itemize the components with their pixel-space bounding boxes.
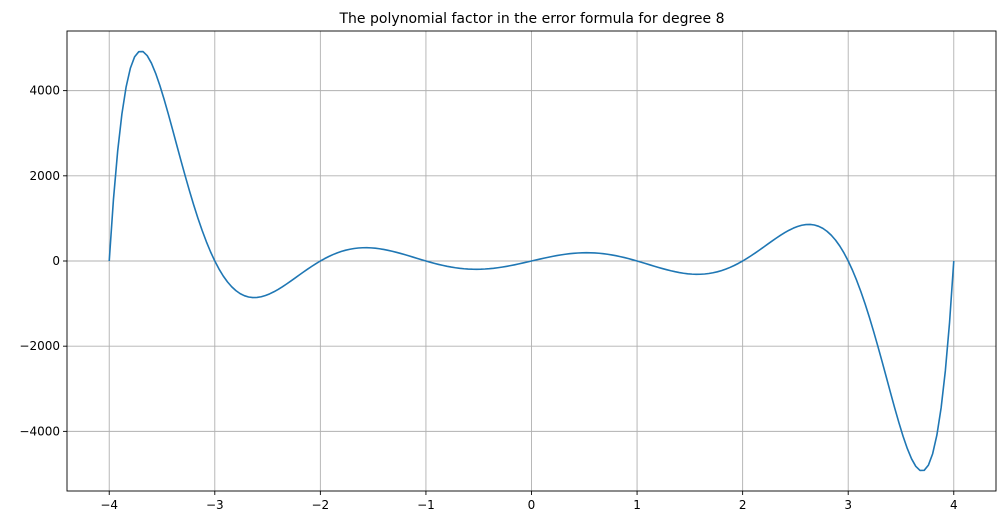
y-tick-label: 0 [52, 254, 60, 268]
y-axis-ticks: −4000 −2000 0 2000 4000 [19, 84, 67, 438]
y-tick-label: −2000 [19, 339, 60, 353]
y-tick-label: 2000 [29, 169, 60, 183]
x-tick-label: 3 [844, 498, 852, 512]
chart-title: The polynomial factor in the error formu… [339, 11, 725, 27]
x-tick-label: 0 [528, 498, 536, 512]
y-tick-label: −4000 [19, 424, 60, 438]
x-tick-label: 4 [950, 498, 958, 512]
y-tick-label: 4000 [29, 84, 60, 98]
series-line [108, 50, 955, 472]
x-tick-label: 1 [633, 498, 641, 512]
x-tick-label: −4 [100, 498, 118, 512]
x-tick-label: −1 [417, 498, 435, 512]
x-tick-label: 2 [739, 498, 747, 512]
x-axis-ticks: −4 −3 −2 −1 0 1 2 3 4 [100, 491, 958, 512]
line-layer [108, 50, 955, 472]
x-tick-label: −2 [312, 498, 330, 512]
x-tick-label: −3 [206, 498, 224, 512]
